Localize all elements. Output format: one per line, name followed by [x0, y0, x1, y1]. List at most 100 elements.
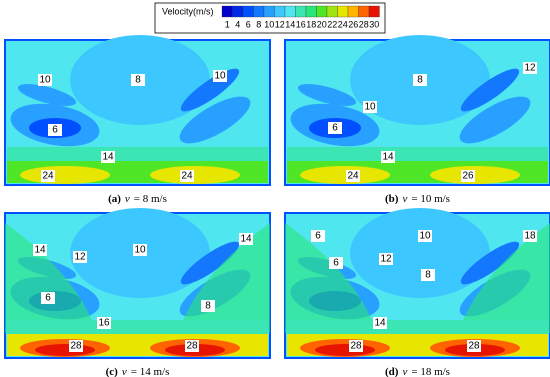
contour-label-bg — [133, 244, 147, 256]
legend-tick: 24 — [338, 19, 348, 29]
contour-label: 28 — [186, 341, 198, 352]
contour-label: 6 — [315, 231, 321, 242]
legend-swatch — [274, 5, 286, 18]
caption-label: (c) — [106, 366, 119, 377]
contour-label: 14 — [102, 152, 114, 163]
legend-swatch — [284, 5, 296, 18]
caption-label: (d) — [385, 366, 399, 377]
legend-swatch — [358, 5, 370, 18]
contour-label-bg — [421, 269, 435, 281]
contour-panel: 10 8 10 6 14 24 24 — [4, 35, 271, 186]
contour-label: 24 — [347, 171, 359, 182]
contour-label-bg — [69, 340, 83, 352]
legend-tick: 28 — [359, 19, 369, 29]
legend-tick: 4 — [235, 19, 240, 29]
caption-variable: v — [125, 193, 130, 205]
caption-label: (b) — [385, 193, 399, 205]
legend-swatch — [326, 5, 338, 18]
low-zone — [350, 208, 490, 298]
low-zone — [460, 241, 520, 285]
contour-label-bg — [97, 317, 111, 329]
legend-tick: 20 — [317, 19, 327, 29]
contour-label-bg — [38, 74, 52, 86]
side-band — [285, 223, 375, 333]
contour-label: 18 — [524, 231, 536, 242]
contour-label: 6 — [333, 258, 339, 269]
contour-label-bg — [346, 170, 360, 182]
contour-label: 14 — [240, 234, 252, 245]
contour-label: 24 — [42, 171, 54, 182]
caption-value: = 8 m/s — [134, 193, 167, 205]
hot-spot — [315, 344, 375, 356]
contour-label: 28 — [350, 341, 362, 352]
contour-label-bg — [239, 233, 253, 245]
legend-tick: 10 — [264, 19, 274, 29]
side-band — [460, 223, 550, 333]
contour-panel: 8 12 10 6 14 24 26 — [284, 35, 550, 186]
contour-label: 10 — [39, 75, 51, 86]
contour-label: 12 — [74, 252, 86, 263]
caption: (d) v = 18 m/s — [385, 366, 450, 377]
legend-tick: 6 — [246, 19, 251, 29]
contour-label: 12 — [524, 63, 536, 74]
contour-label: 16 — [98, 318, 110, 329]
caption: (b) v = 10 m/s — [385, 193, 450, 205]
low-zone — [179, 96, 251, 144]
legend-swatch — [316, 5, 328, 18]
contour-label-bg — [180, 170, 194, 182]
contour-label-bg — [349, 340, 363, 352]
contour-label-bg — [48, 124, 62, 136]
caption-value: = 18 m/s — [411, 366, 450, 377]
contour-label-bg — [523, 62, 537, 74]
hot-spot — [150, 166, 240, 184]
legend-swatch — [253, 5, 265, 18]
legend-tick: 18 — [306, 19, 316, 29]
contour-label: 10 — [214, 71, 226, 82]
legend-tick: 8 — [256, 19, 261, 29]
contour-panel: 6 10 18 6 12 8 14 28 28 — [284, 208, 550, 359]
legend-tick: 1 — [225, 19, 230, 29]
contour-label: 14 — [34, 245, 46, 256]
contour-label-bg — [311, 230, 325, 242]
caption-variable: v — [122, 366, 127, 377]
contour-label-bg — [379, 253, 393, 265]
hot-spot — [300, 166, 390, 184]
low-zone — [460, 68, 520, 112]
legend-swatch — [337, 5, 349, 18]
contour-label-bg — [381, 151, 395, 163]
contour-label-bg — [201, 300, 215, 312]
contour-label-bg — [131, 74, 145, 86]
contour-label: 8 — [135, 75, 141, 86]
contour-label: 8 — [205, 301, 211, 312]
legend-tick: 30 — [369, 19, 379, 29]
caption-variable: v — [402, 366, 407, 377]
low-zone — [297, 84, 357, 106]
legend-tick: 22 — [327, 19, 337, 29]
contour-label: 10 — [364, 102, 376, 113]
contour-label-bg — [329, 257, 343, 269]
contour-label: 6 — [45, 293, 51, 304]
contour-label-bg — [185, 340, 199, 352]
legend-swatch — [305, 5, 317, 18]
legend-swatch — [263, 5, 275, 18]
contour-label-bg — [41, 292, 55, 304]
contour-label: 10 — [419, 231, 431, 242]
hot-spot — [35, 344, 95, 356]
contour-label-bg — [73, 251, 87, 263]
legend-swatch — [295, 5, 307, 18]
legend-tick: 16 — [296, 19, 306, 29]
contour-label-bg — [467, 340, 481, 352]
contour-label: 14 — [382, 152, 394, 163]
legend-swatch — [347, 5, 359, 18]
low-zone — [180, 241, 240, 285]
contour-label: 14 — [374, 318, 386, 329]
contour-label: 10 — [134, 245, 146, 256]
legend-title: Velocity(m/s) — [162, 6, 214, 16]
contour-label-bg — [363, 101, 377, 113]
contour-label-bg — [523, 230, 537, 242]
contour-label: 12 — [380, 254, 392, 265]
caption: (a) v = 8 m/s — [108, 193, 167, 205]
contour-label-bg — [213, 70, 227, 82]
contour-label: 8 — [417, 75, 423, 86]
